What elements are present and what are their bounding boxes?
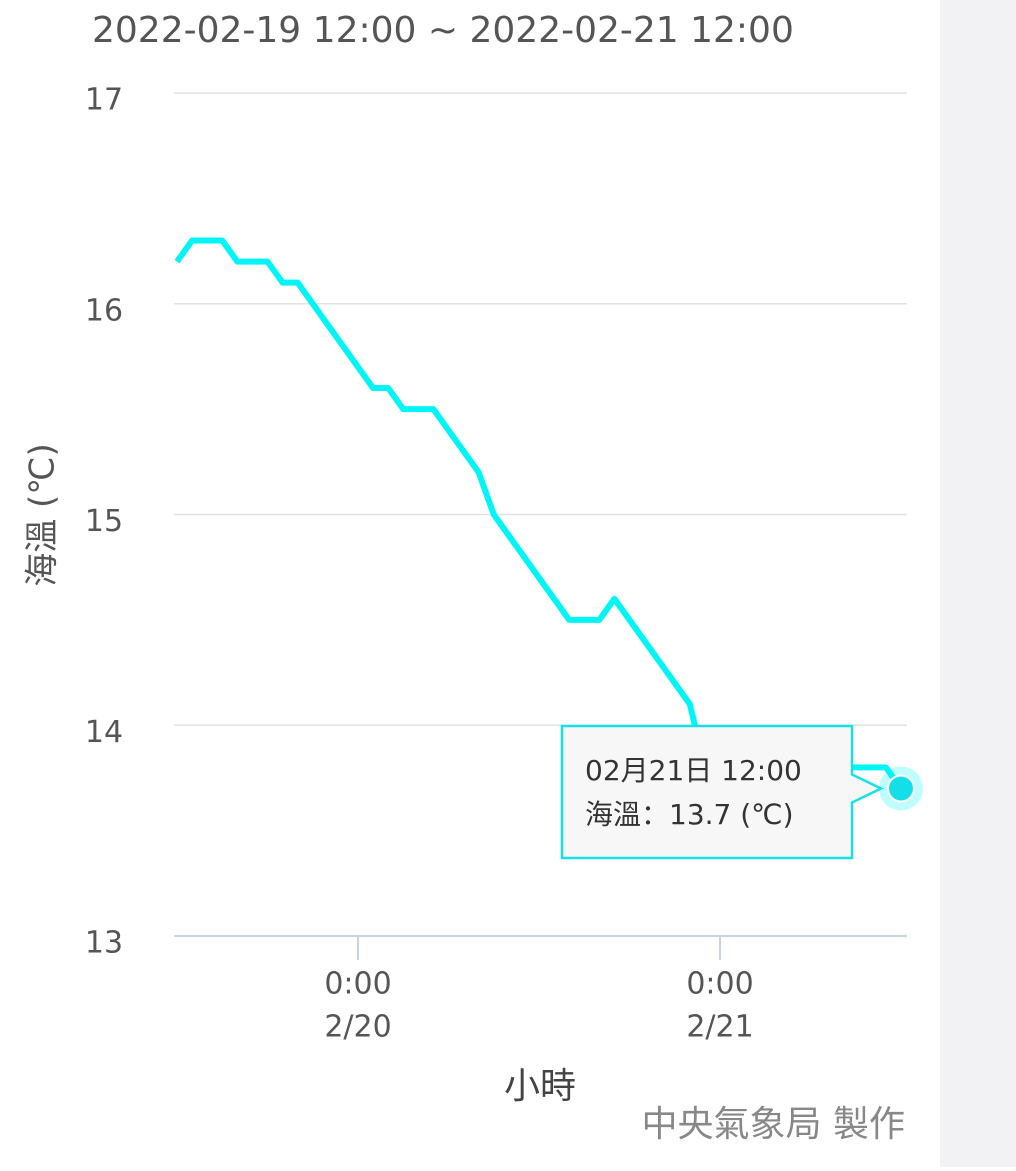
tooltip-box [560,724,884,860]
tooltip-value: 海溫：13.7 (℃) [585,798,794,831]
y-tick-label: 13 [85,926,123,961]
x-tick-label: 0:00 [686,967,753,1002]
x-tick-label: 2/20 [324,1010,391,1045]
tooltip: 02月21日 12:00 海溫：13.7 (℃) [560,724,884,860]
credit: 中央氣象局 製作 [642,1104,905,1145]
y-tick-label: 15 [85,504,123,539]
y-tick-label: 17 [85,83,123,118]
x-tick-label: 0:00 [324,967,391,1002]
x-axis-label: 小時 [504,1066,576,1107]
y-axis-label: 海溫 (℃) [23,443,63,587]
tooltip-time: 02月21日 12:00 [585,754,802,787]
y-tick-label: 16 [85,293,123,328]
side-strip [940,0,1016,1167]
x-tick-label: 2/21 [686,1010,753,1045]
y-tick-label: 14 [85,715,123,750]
hover-point [887,774,915,803]
chart-title: 2022-02-19 12:00 ~ 2022-02-21 12:00 [92,10,794,51]
